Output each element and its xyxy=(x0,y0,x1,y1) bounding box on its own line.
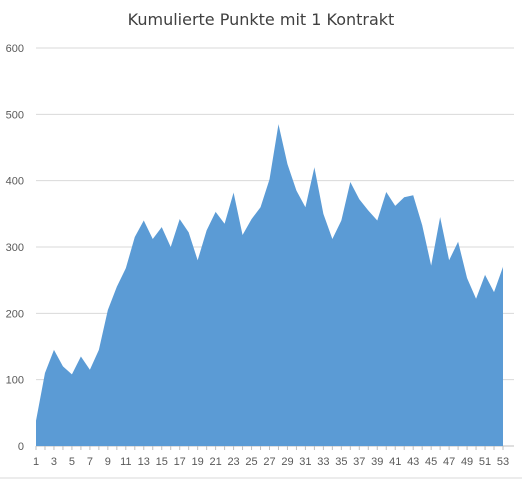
x-tick-label: 43 xyxy=(407,456,419,468)
x-tick-label: 9 xyxy=(105,456,111,468)
y-tick-label: 100 xyxy=(6,375,24,387)
x-tick-label: 49 xyxy=(461,456,473,468)
y-tick-label: 500 xyxy=(6,109,24,121)
y-tick-label: 0 xyxy=(18,441,24,453)
x-tick-label: 13 xyxy=(138,456,150,468)
x-tick-label: 47 xyxy=(443,456,455,468)
x-tick-label: 35 xyxy=(335,456,347,468)
area-series xyxy=(36,124,503,446)
x-tick-label: 51 xyxy=(479,456,491,468)
x-tick-label: 11 xyxy=(120,456,131,468)
x-tick-label: 31 xyxy=(299,456,311,468)
x-tick-label: 1 xyxy=(33,456,39,468)
y-tick-label: 400 xyxy=(6,176,24,188)
x-tick-label: 3 xyxy=(51,456,57,468)
x-tick-label: 53 xyxy=(497,456,509,468)
x-tick-label: 45 xyxy=(425,456,437,468)
y-tick-label: 200 xyxy=(6,308,24,320)
x-tick-label: 15 xyxy=(156,456,168,468)
x-tick-label: 29 xyxy=(281,456,293,468)
x-tick-label: 19 xyxy=(192,456,204,468)
x-tick-label: 23 xyxy=(227,456,239,468)
x-tick-label: 17 xyxy=(174,456,186,468)
x-tick-label: 33 xyxy=(317,456,329,468)
y-tick-label: 600 xyxy=(6,43,24,55)
x-tick-label: 27 xyxy=(263,456,275,468)
x-tick-label: 37 xyxy=(353,456,365,468)
y-tick-label: 300 xyxy=(6,242,24,254)
x-tick-label: 21 xyxy=(209,456,221,468)
x-tick-label: 7 xyxy=(87,456,93,468)
x-tick-label: 41 xyxy=(389,456,401,468)
x-tick-label: 25 xyxy=(245,456,257,468)
x-tick-label: 5 xyxy=(69,456,75,468)
chart-title: Kumulierte Punkte mit 1 Kontrakt xyxy=(127,10,395,29)
x-tick-label: 39 xyxy=(371,456,383,468)
